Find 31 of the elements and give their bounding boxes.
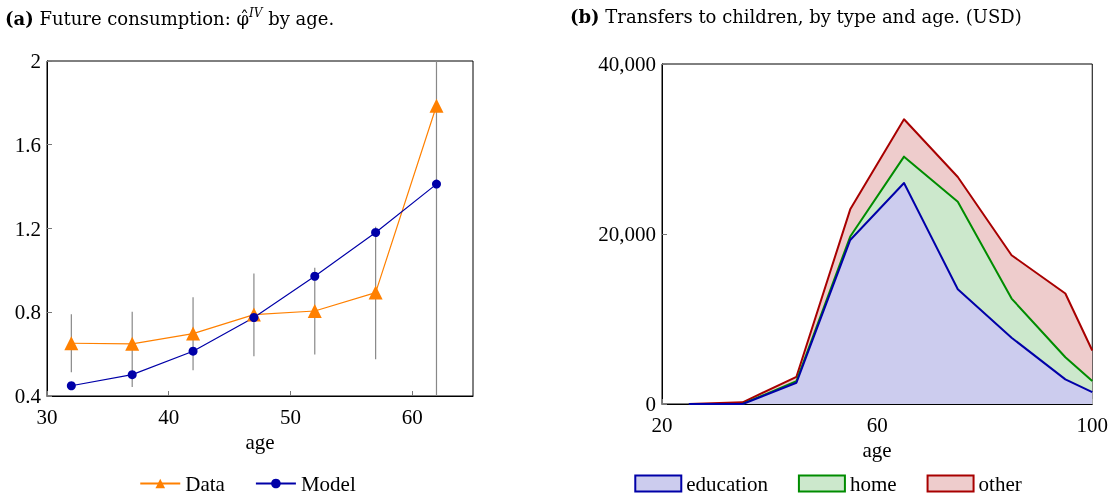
x-tick-label: 40	[158, 404, 180, 429]
chart-title: (b) Transfers to children, by type and age. (USD)	[570, 5, 1022, 27]
point	[368, 285, 383, 300]
point	[371, 227, 381, 237]
point	[429, 98, 444, 113]
point	[310, 271, 320, 281]
y-tick-label: 0.8	[14, 300, 41, 325]
x-tick-label: 60	[401, 404, 423, 429]
point	[186, 326, 201, 341]
point	[431, 179, 441, 189]
point	[188, 346, 198, 356]
legend-label: Data	[185, 471, 226, 496]
y-tick-label: 2	[30, 49, 41, 73]
y-tick-label: 1.6	[14, 132, 41, 157]
x-tick-label: 60	[866, 412, 888, 437]
legend-label: home	[849, 471, 897, 496]
x-axis-title: age	[862, 438, 892, 463]
point	[307, 303, 322, 318]
x-tick-label: 50	[279, 404, 301, 429]
point	[125, 336, 140, 351]
point	[127, 370, 137, 380]
x-axis-title: age	[245, 430, 275, 455]
y-tick-label: 40,000	[598, 52, 656, 76]
legend-label: other	[978, 471, 1022, 496]
legend-label: Model	[300, 471, 356, 496]
x-tick-label: 100	[1076, 412, 1108, 437]
legend-label: education	[686, 471, 769, 496]
point	[66, 381, 76, 391]
y-tick-label: 20,000	[598, 222, 656, 246]
y-tick-label: 1.2	[14, 216, 41, 241]
point	[64, 336, 79, 351]
